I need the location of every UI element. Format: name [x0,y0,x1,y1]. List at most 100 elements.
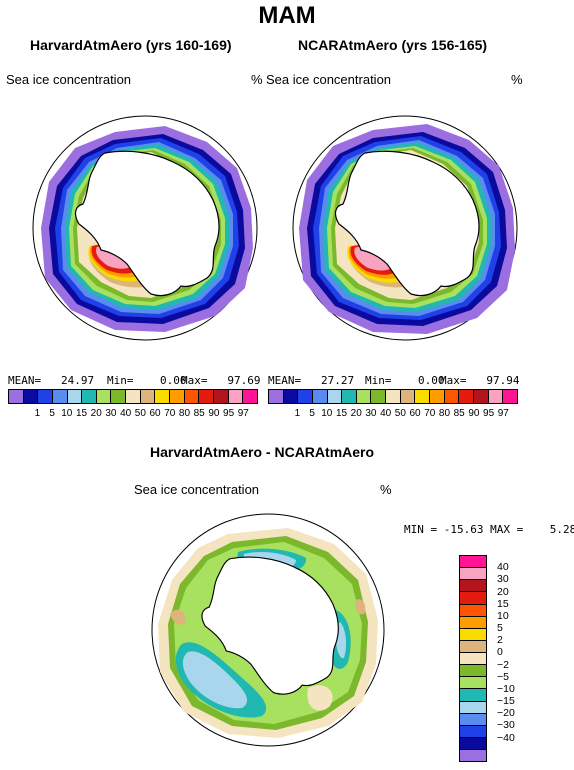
figure-title: MAM [258,2,316,29]
colorbar-swatch [460,580,486,593]
colorbar-swatch [460,750,486,762]
colorbar-swatch [96,390,112,403]
difference-variable-label: Sea ice concentration [134,482,260,497]
colorbar-tick-label: 10 [61,408,73,419]
colorbar-swatch [52,390,68,403]
colorbar-tick-label: 70 [164,408,176,419]
colorbar-tick-label: 85 [453,408,465,419]
colorbar-tick-label: 95 [483,408,495,419]
colorbar-swatch [371,390,387,403]
panel-title-ncar: NCARAtmAero (yrs 156-165) [298,37,488,53]
variable-label-harvard: Sea ice concentration [6,72,132,87]
colorbar-swatch [460,689,486,702]
colorbar-swatch [460,556,486,569]
colorbar-swatch [155,390,171,403]
sea-ice-map-harvard [32,115,258,341]
colorbar-tick-label: 50 [394,408,406,419]
colorbar-tick-label: 40 [120,408,132,419]
colorbar-labels-harvard: 1 5 10 15 20 30 40 50 60 70 80 85 90 95 97 [8,408,258,422]
mean-value-harvard: MEAN= 24.97 [8,374,95,387]
difference-map [151,513,385,747]
colorbar-swatch [444,390,460,403]
colorbar-swatch [503,390,517,403]
colorbar-tick-label: 80 [438,408,451,419]
colorbar-swatch [243,390,257,403]
colorbar-swatch [386,390,401,403]
colorbar-tick-label: 20 [497,585,509,598]
colorbar-swatch [312,390,328,403]
colorbar-tick-label: 1 [294,408,301,419]
colorbar-tick-label: 30 [497,573,509,586]
colorbar-swatch [460,737,486,750]
colorbar-tick-label: −20 [497,707,515,720]
colorbar-swatch [430,390,445,403]
colorbar-tick-label: 1 [34,408,41,419]
panel-title-harvard: HarvardAtmAero (yrs 160-169) [30,37,232,53]
colorbar-tick-label: 0 [497,646,503,659]
colorbar-tick-label: −30 [497,719,515,732]
colorbar-tick-label: 15 [75,408,88,419]
difference-minmax: MIN = -15.63 MAX = 5.28 [404,523,574,536]
colorbar-tick-label: 10 [497,609,509,622]
max-value-ncar: Max= 97.94 [440,374,520,387]
colorbar-swatch [184,390,200,403]
sea-ice-map-ncar [292,115,518,341]
colorbar-tick-label: 97 [497,408,509,419]
colorbar-tick-label: 90 [468,408,480,419]
colorbar-tick-label: −15 [497,695,515,708]
colorbar-tick-label: 40 [497,561,509,574]
colorbar-swatch [460,628,486,641]
colorbar-swatch [269,390,284,403]
colorbar-tick-label: 70 [424,408,436,419]
colorbar-swatch [213,390,229,403]
units-label-harvard: % [251,72,263,87]
colorbar-swatch [460,725,486,738]
colorbar-swatch [460,592,486,605]
colorbar-swatch [415,390,431,403]
colorbar-tick-label: 10 [321,408,333,419]
colorbar-tick-label: −2 [497,658,509,671]
units-label-ncar: % [511,72,523,87]
colorbar-swatch [111,390,127,403]
colorbar-swatch [82,390,97,403]
colorbar-tick-label: −10 [497,682,515,695]
colorbar-swatch [473,390,489,403]
colorbar-swatch [283,390,299,403]
colorbar-tick-label: 30 [365,408,377,419]
colorbar-tick-label: 20 [350,408,362,419]
min-value-harvard: Min= 0.00 [107,374,187,387]
colorbar-tick-label: 30 [105,408,117,419]
colorbar-swatch [199,390,214,403]
colorbar-tick-label: 40 [380,408,392,419]
colorbar-tick-label: 95 [223,408,235,419]
colorbar-harvard [8,389,258,404]
colorbar-swatch [460,713,486,726]
colorbar-swatch [460,568,486,581]
colorbar-swatch [460,604,486,617]
difference-units-label: % [380,482,392,497]
min-value-ncar: Min= 0.00 [365,374,445,387]
colorbar-swatch [228,390,244,403]
colorbar-tick-label: 60 [149,408,161,419]
colorbar-tick-label: 5 [49,408,55,419]
colorbar-swatch [140,390,156,403]
colorbar-swatch [298,390,313,403]
colorbar-labels-ncar: 1 5 10 15 20 30 40 50 60 70 80 85 90 95 97 [268,408,518,422]
colorbar-tick-label: −5 [497,670,509,683]
colorbar-swatch [400,390,416,403]
colorbar-swatch [9,390,24,403]
colorbar-swatch [23,390,39,403]
colorbar-swatch [67,390,83,403]
colorbar-tick-label: −40 [497,731,515,744]
colorbar-tick-label: 2 [497,634,503,647]
colorbar-swatch [460,701,486,714]
colorbar-tick-label: 85 [193,408,205,419]
colorbar-swatch [460,665,486,678]
difference-colorbar [459,555,487,762]
colorbar-tick-label: 15 [335,408,348,419]
colorbar-tick-label: 20 [90,408,102,419]
colorbar-swatch [460,640,486,653]
colorbar-swatch [342,390,357,403]
colorbar-swatch [170,390,185,403]
colorbar-swatch [356,390,372,403]
